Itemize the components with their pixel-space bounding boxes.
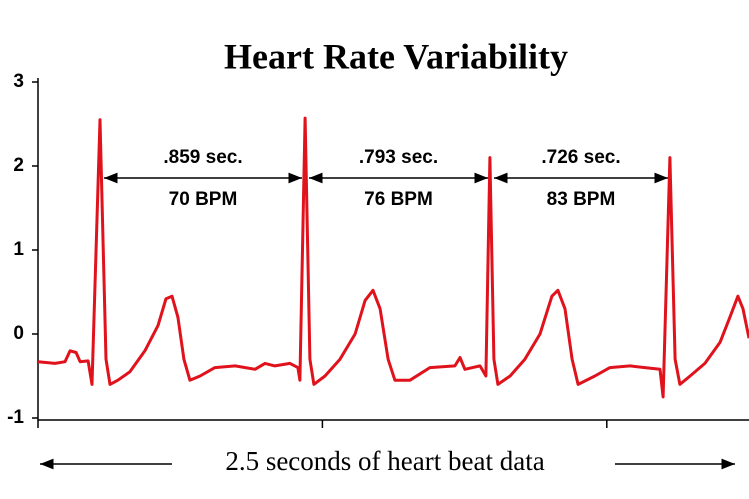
y-tick-label: -1 [7, 407, 24, 428]
rate-label: 76 BPM [364, 189, 433, 210]
rate-label: 83 BPM [547, 189, 616, 210]
y-tick-label: 3 [13, 71, 24, 92]
interval-label: .793 sec. [359, 147, 438, 168]
y-tick-label: 2 [13, 155, 24, 176]
chart-title: Heart Rate Variability [224, 36, 568, 76]
ecg-line [37, 116, 749, 399]
interval-label: .726 sec. [541, 147, 620, 168]
y-tick-label: 1 [13, 239, 24, 260]
interval-label: .859 sec. [163, 147, 242, 168]
x-axis-label: 2.5 seconds of heart beat data [225, 446, 544, 476]
rate-label: 70 BPM [169, 189, 238, 210]
y-tick-label: 0 [13, 323, 24, 344]
